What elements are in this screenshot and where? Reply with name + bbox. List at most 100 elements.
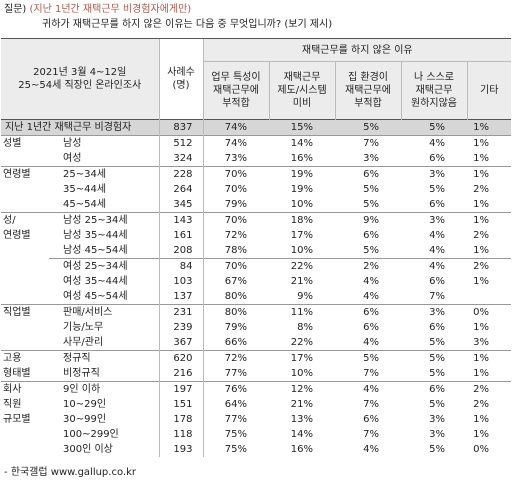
percent: 11% — [269, 304, 335, 320]
percent: 7% — [429, 291, 445, 302]
percent: 3% — [429, 414, 445, 425]
percent: 0% — [467, 304, 512, 320]
row-label: 여성 35~44세 — [49, 274, 160, 289]
sample-size: 143 — [159, 212, 204, 228]
percent: 1% — [473, 153, 490, 164]
row-label: 100~299인 — [49, 427, 160, 442]
percent: 9% — [335, 212, 401, 228]
group-label: 연령별 — [1, 166, 49, 213]
table-header: 2021년 3월 4~12일 25~54세 직장인 온라인조사 사례수 (명) 재택근무… — [1, 37, 512, 120]
percent: 2% — [473, 230, 490, 241]
data-row: 사무/관리 367 66% 22% 4% 5% 3% — [1, 335, 511, 351]
column-header: 업무 특성이 재택근무에 부적합 — [202, 61, 269, 120]
percent: 1% — [473, 199, 490, 210]
row-label: 정규직 — [49, 350, 160, 366]
sample-size: 228 — [159, 166, 204, 182]
percent: 5% — [363, 245, 379, 256]
percent: 5% — [363, 199, 379, 210]
percent: 4% — [429, 245, 445, 256]
percent: 10% — [290, 368, 313, 379]
group-label-line: 연령별 — [3, 169, 31, 180]
percent: 1% — [467, 350, 512, 366]
percent: 72% — [203, 350, 269, 366]
data-row: 연령별 25~34세 228 70% 19% 6% 3% 1% — [1, 166, 512, 213]
percent: 2% — [467, 381, 512, 397]
group-label: 성별 — [1, 135, 49, 167]
group-label: 회사 직원 규모별 — [1, 381, 49, 457]
percent: 3% — [401, 212, 467, 228]
column-header: 기타 — [466, 61, 512, 120]
data-row: 300인 이상 193 75% 16% 4% 5% 0% — [1, 442, 511, 457]
data-row: 여성 324 73% 16% 3% 6% 1% — [1, 151, 511, 167]
percent: 64% — [224, 399, 247, 410]
percent: 15% — [269, 119, 335, 136]
data-row: 여성 25~34세 84 70% 22% 2% 4% 2% — [1, 258, 512, 274]
sample-size: 208 — [159, 243, 204, 259]
percent: 6% — [335, 166, 401, 182]
percent: 79% — [224, 322, 247, 333]
data-row: 여성 45~54세 137 80% 9% 4% 7% — [1, 289, 511, 305]
column-header-line: 재택근무에 — [213, 85, 259, 97]
percent: 6% — [429, 276, 445, 287]
data-row: 회사 직원 규모별 9인 이하 197 76% 12% 4% 6% 2% — [1, 381, 512, 457]
percent: 74% — [203, 119, 269, 136]
column-header-line: 부적합 — [222, 98, 250, 110]
percent: 1% — [467, 119, 512, 136]
column-header: 재택근무 제도/시스템 미비 — [268, 61, 335, 120]
column-header-line: 부적합 — [354, 98, 382, 110]
percent: 19% — [290, 184, 313, 195]
data-row: 남성 45~54세 208 78% 10% 5% 4% 1% — [1, 243, 511, 259]
group-label-line: 고용 — [3, 353, 22, 364]
data-row: 직업별 판매/서비스 231 80% 11% 6% 3% 0% — [1, 304, 512, 351]
data-row: 고용 형태별 정규직 620 72% 17% 5% 5% 1% — [1, 350, 512, 382]
percent: 10% — [290, 245, 313, 256]
column-header-line: 재택근무에 — [345, 85, 391, 97]
percent: 4% — [363, 291, 379, 302]
sample-size: 512 — [159, 135, 204, 151]
percent: 78% — [224, 245, 247, 256]
percent: 1% — [473, 322, 490, 333]
percent: 4% — [363, 444, 379, 455]
row-label: 10~29인 — [49, 397, 160, 412]
percent: 3% — [401, 166, 467, 182]
percent: 14% — [269, 135, 335, 151]
data-row: 45~54세 345 79% 10% 5% 6% 1% — [1, 197, 511, 213]
sample-size: 103 — [159, 274, 204, 289]
column-header-line: 나 스스로 — [414, 72, 454, 84]
row-label: 남성 — [49, 135, 160, 151]
percent: 2% — [473, 184, 490, 195]
percent: 80% — [224, 291, 247, 302]
row-label: 35~44세 — [49, 182, 160, 197]
percent: 5% — [335, 350, 401, 366]
data-row: 남성 35~44세 161 72% 17% 6% 4% 2% — [1, 228, 511, 243]
question-block: 질문) (지난 1년간 재택근무 비경험자에게만) 귀하가 재택근무를 하지 않… — [0, 0, 512, 38]
group-header: 재택근무를 하지 않은 이유 — [202, 37, 512, 63]
percent: 4% — [363, 276, 379, 287]
percent: 2% — [473, 399, 490, 410]
row-label: 사무/관리 — [49, 335, 160, 351]
percent: 5% — [429, 444, 445, 455]
percent: 5% — [429, 337, 445, 348]
percent: 22% — [269, 258, 335, 274]
row-label: 9인 이하 — [49, 381, 160, 397]
percent: 5% — [429, 368, 445, 379]
percent: 74% — [203, 135, 269, 151]
column-header-line: 집 환경이 — [348, 72, 388, 84]
percent: 6% — [429, 199, 445, 210]
percent: 9% — [297, 291, 313, 302]
sample-size: 137 — [159, 289, 204, 305]
results-table: 2021년 3월 4~12일 25~54세 직장인 온라인조사 사례수 (명) 재택근무… — [1, 37, 512, 457]
sample-size: 161 — [159, 228, 204, 243]
data-row: 비정규직 216 77% 10% 7% 5% 1% — [1, 366, 511, 382]
percent: 3% — [429, 429, 445, 440]
group-label-line: 연령별 — [3, 230, 31, 241]
percent: 70% — [203, 212, 269, 228]
percent: 6% — [363, 230, 379, 241]
data-row: 성별 남성 512 74% 14% 7% 4% 1% — [1, 135, 512, 167]
percent: 0% — [473, 444, 490, 455]
sample-size: 620 — [159, 350, 204, 366]
sample-size: 193 — [159, 442, 204, 457]
group-label-line: 성/ — [3, 215, 16, 226]
percent: 17% — [269, 350, 335, 366]
